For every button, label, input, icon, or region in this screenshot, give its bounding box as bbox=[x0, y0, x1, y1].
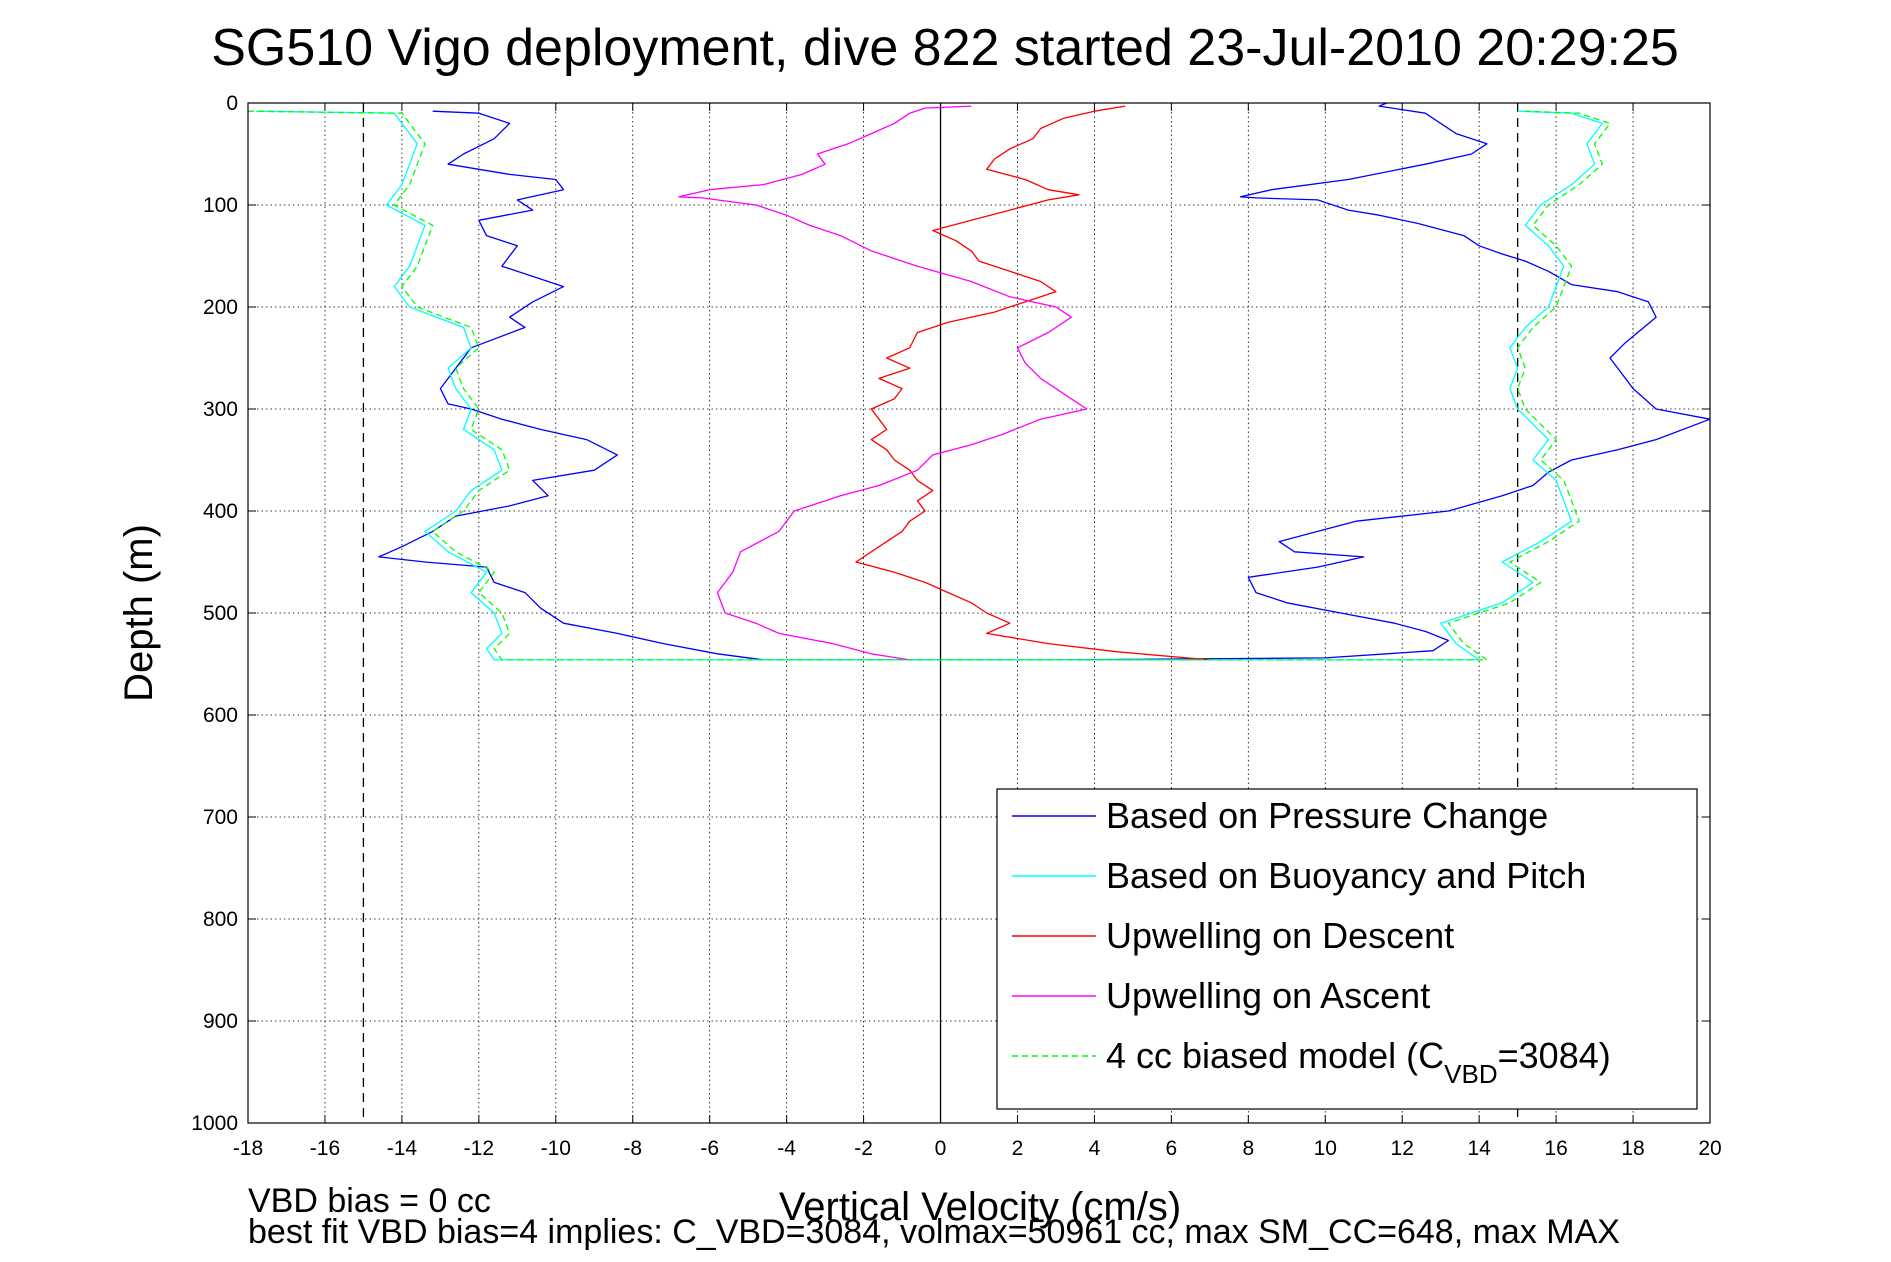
x-tick-label: 16 bbox=[1544, 1137, 1567, 1160]
y-tick-label: 700 bbox=[203, 806, 238, 829]
x-tick-label: -6 bbox=[700, 1137, 719, 1160]
plot-frame bbox=[247, 102, 1711, 1124]
series-line-1 bbox=[255, 110, 1603, 661]
series-group bbox=[247, 102, 1711, 661]
x-tick-label: 0 bbox=[935, 1137, 947, 1160]
chart-title: SG510 Vigo deployment, dive 822 started … bbox=[211, 19, 1679, 77]
x-tick-label: -4 bbox=[777, 1137, 796, 1160]
x-axis-label: Vertical Velocity (cm/s) bbox=[779, 1185, 1181, 1229]
series-line-4 bbox=[247, 110, 1611, 661]
y-tick-label: 800 bbox=[203, 908, 238, 931]
footer-vbd-bias: VBD bias = 0 cc bbox=[248, 1182, 491, 1220]
x-tick-label: -16 bbox=[310, 1137, 340, 1160]
series-line-3 bbox=[678, 105, 1088, 661]
grid bbox=[247, 102, 1711, 1124]
y-tick-label: 400 bbox=[203, 500, 238, 523]
y-tick-label: 900 bbox=[203, 1010, 238, 1033]
x-tick-label: 10 bbox=[1314, 1137, 1337, 1160]
series-line-0 bbox=[378, 102, 1711, 661]
x-tick-label: 6 bbox=[1166, 1137, 1178, 1160]
x-tick-label: -18 bbox=[233, 1137, 263, 1160]
y-axis-label: Depth (m) bbox=[117, 524, 161, 702]
x-tick-label: 8 bbox=[1242, 1137, 1254, 1160]
legend-label: Upwelling on Descent bbox=[1106, 915, 1454, 956]
footer-best-fit: best fit VBD bias=4 implies: C_VBD=3084,… bbox=[248, 1213, 1620, 1251]
x-tick-labels: -18 -16 -14 -12 -10 -8 -6 -4 -2 0 2 4 6 8 10 12 14 16 18 20 bbox=[233, 1137, 1722, 1160]
y-tick-labels: 0 100 200 300 400 500 600 700 800 900 1000 bbox=[191, 92, 238, 1135]
x-tick-label: 18 bbox=[1621, 1137, 1644, 1160]
series-line-2 bbox=[855, 105, 1210, 661]
legend-label: Upwelling on Ascent bbox=[1106, 975, 1430, 1016]
legend-label: Based on Buoyancy and Pitch bbox=[1106, 855, 1586, 896]
legend-label: Based on Pressure Change bbox=[1106, 795, 1548, 836]
x-tick-label: 2 bbox=[1012, 1137, 1024, 1160]
y-tick-label: 100 bbox=[203, 194, 238, 217]
x-tick-label: -2 bbox=[854, 1137, 873, 1160]
x-tick-label: 4 bbox=[1089, 1137, 1101, 1160]
y-tick-label: 200 bbox=[203, 296, 238, 319]
legend-box bbox=[996, 788, 1698, 1110]
y-tick-label: 1000 bbox=[191, 1112, 238, 1135]
x-tick-label: 20 bbox=[1698, 1137, 1721, 1160]
legend: Based on Pressure Change Based on Buoyanc… bbox=[996, 788, 1698, 1110]
y-tick-label: 600 bbox=[203, 704, 238, 727]
y-tick-label: 0 bbox=[226, 92, 238, 115]
x-tick-label: -10 bbox=[541, 1137, 571, 1160]
y-tick-label: 500 bbox=[203, 602, 238, 625]
x-tick-label: -14 bbox=[387, 1137, 418, 1160]
x-tick-label: -8 bbox=[623, 1137, 642, 1160]
x-tick-label: -12 bbox=[464, 1137, 494, 1160]
x-tick-label: 12 bbox=[1391, 1137, 1414, 1160]
y-tick-label: 300 bbox=[203, 398, 238, 421]
x-tick-label: 14 bbox=[1467, 1137, 1491, 1160]
